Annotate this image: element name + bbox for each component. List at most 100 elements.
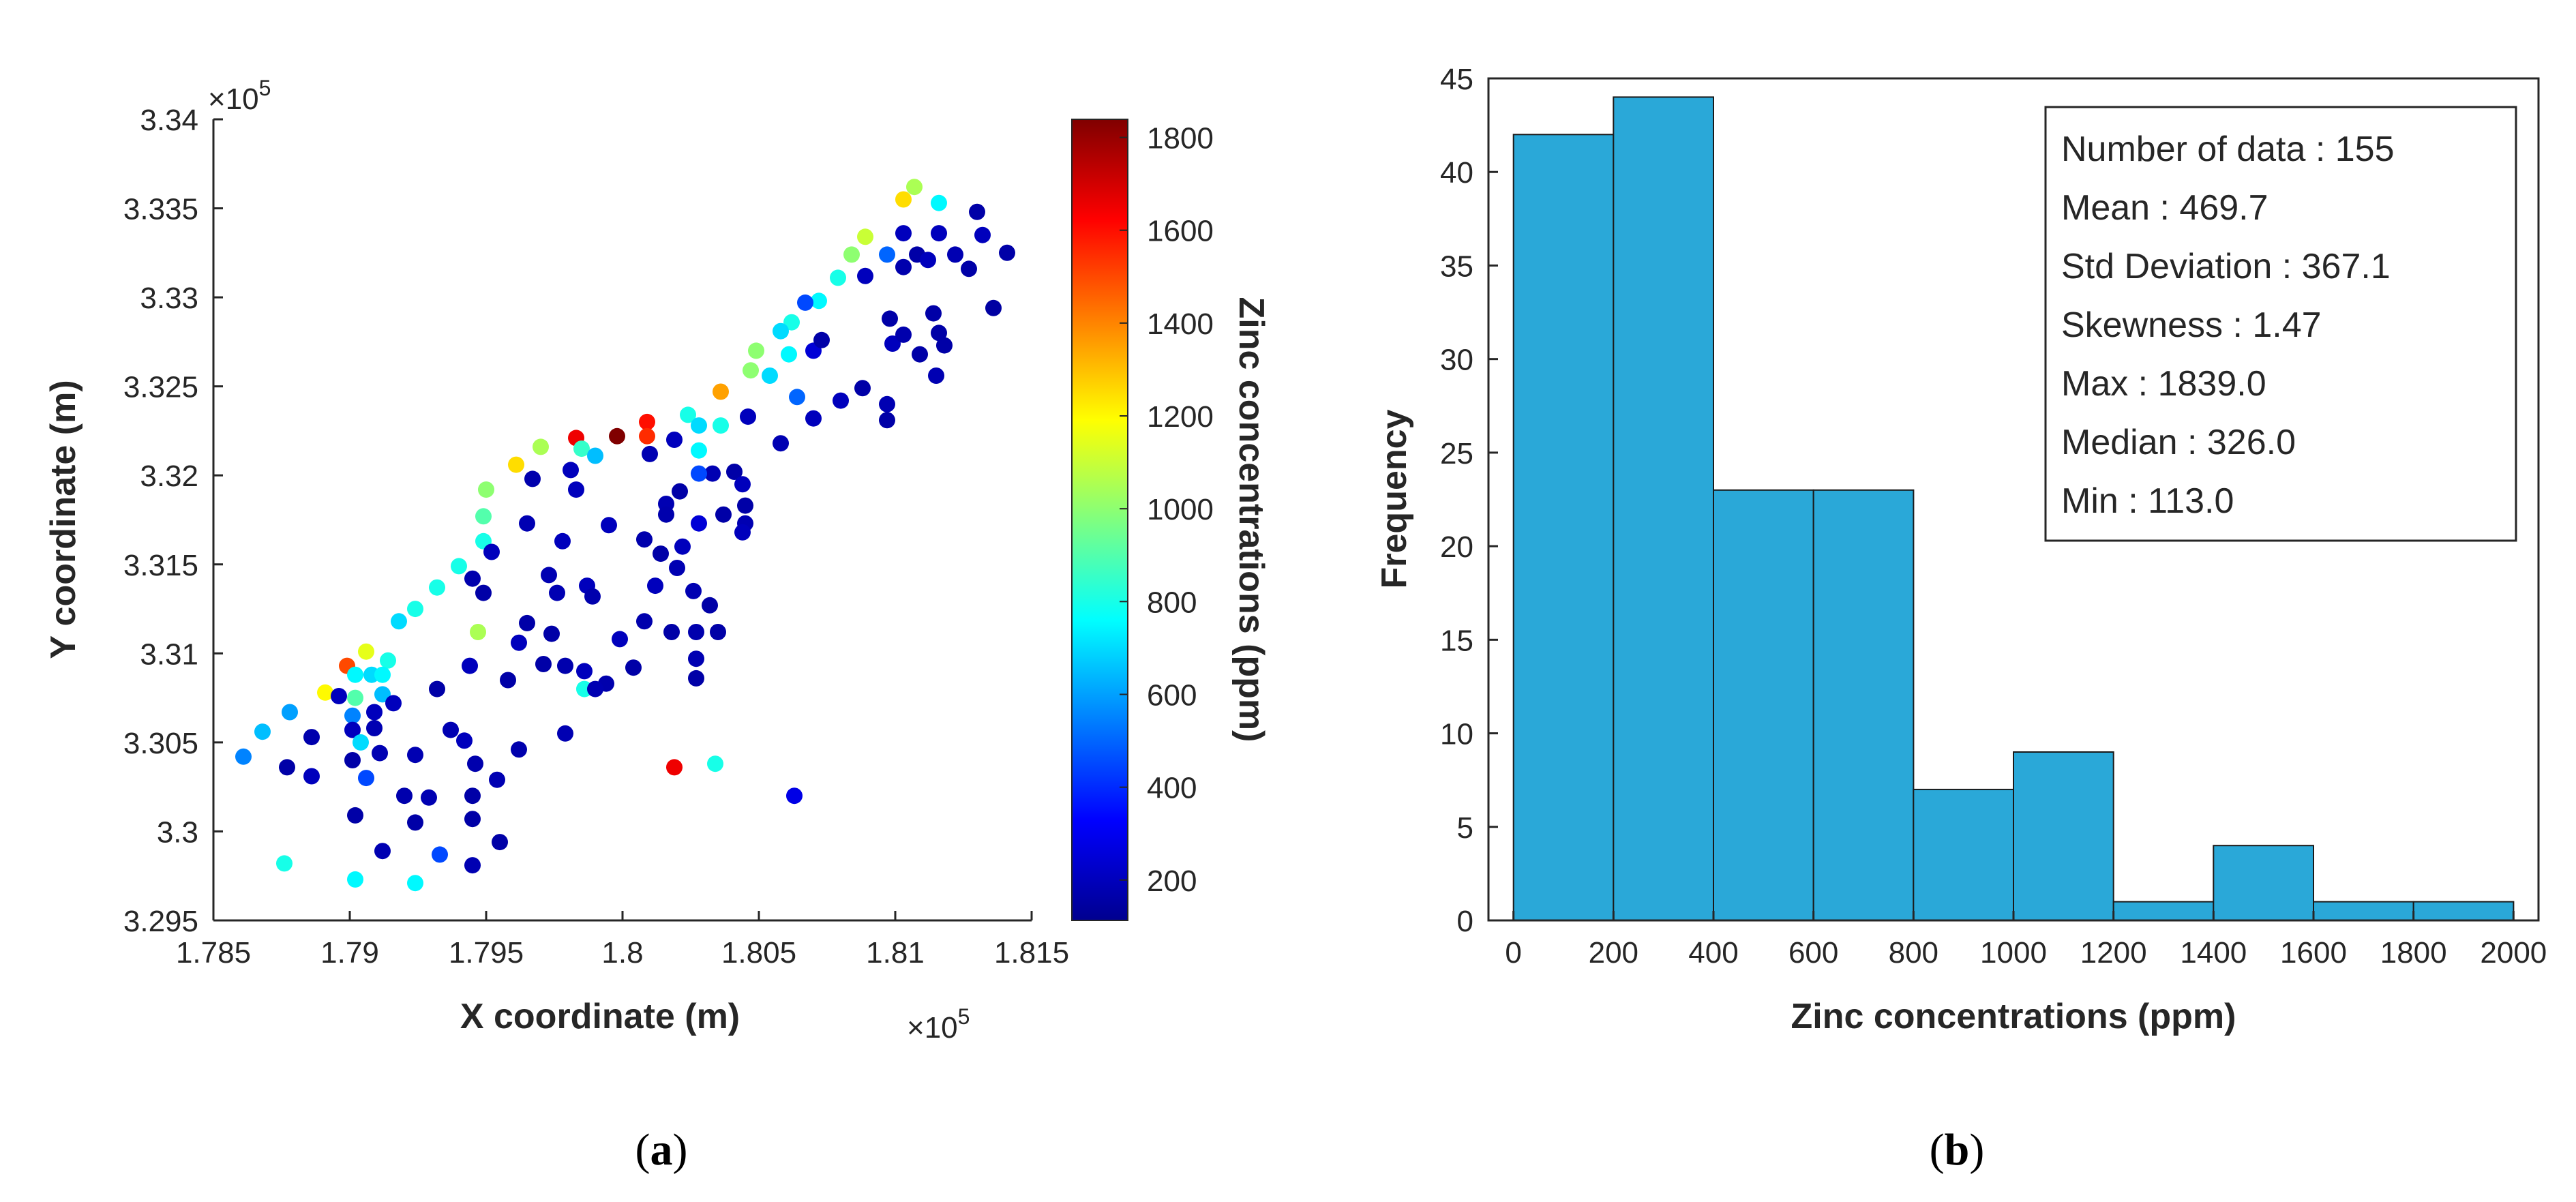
scatter-point <box>843 246 860 263</box>
scatter-point <box>374 666 391 683</box>
caption-a: (a) <box>635 1125 688 1175</box>
histogram-x-tick-label: 1600 <box>2280 936 2347 970</box>
scatter-point <box>688 624 704 640</box>
scatter-point <box>519 515 535 532</box>
stats-skewness: Skewness : 1.47 <box>2061 305 2322 345</box>
scatter-point <box>374 843 391 860</box>
scatter-point <box>347 666 363 683</box>
histogram-y-tick-label: 35 <box>1440 250 1473 283</box>
scatter-x-tick-label: 1.805 <box>721 936 796 970</box>
scatter-point <box>642 445 658 462</box>
histogram-x-tick-label: 1800 <box>2380 936 2447 970</box>
scatter-x-label: X coordinate (m) <box>460 997 740 1036</box>
scatter-points <box>235 179 1015 892</box>
scatter-point <box>961 260 977 277</box>
histogram-bar <box>2313 901 2414 921</box>
scatter-point <box>254 723 271 740</box>
scatter-point <box>464 811 481 828</box>
scatter-point <box>303 729 320 746</box>
scatter-point <box>317 684 333 701</box>
scatter-point <box>797 294 813 311</box>
histogram-y-label: Frequency <box>1375 409 1414 588</box>
histogram-y-tick-label: 0 <box>1457 905 1473 938</box>
histogram-y-tick-label: 5 <box>1457 811 1473 845</box>
scatter-point <box>464 787 481 805</box>
scatter-point <box>347 689 363 706</box>
scatter-point <box>380 652 396 669</box>
scatter-point <box>999 244 1015 261</box>
scatter-point <box>781 346 797 363</box>
scatter-point <box>912 346 928 363</box>
scatter-point <box>366 704 383 721</box>
scatter-point <box>576 663 593 680</box>
histogram-y-tick-label: 20 <box>1440 530 1473 564</box>
colorbar-tick-label: 600 <box>1147 678 1197 712</box>
scatter-x-tick-label: 1.815 <box>994 936 1069 970</box>
scatter-point <box>396 787 413 805</box>
scatter-point <box>680 406 696 423</box>
colorbar-tick-label: 200 <box>1147 865 1197 898</box>
scatter-point <box>713 417 729 434</box>
scatter-point <box>407 747 423 764</box>
histogram-x-tick-label: 0 <box>1505 936 1521 970</box>
histogram-bar <box>2112 901 2215 921</box>
histogram-x-label: Zinc concentrations (ppm) <box>1791 997 2236 1036</box>
scatter-point <box>879 246 895 263</box>
scatter-plot-area <box>213 119 1032 920</box>
scatter-point <box>554 532 571 550</box>
scatter-point <box>563 462 579 479</box>
scatter-point <box>612 631 628 648</box>
scatter-point <box>931 225 947 242</box>
scatter-point <box>500 672 516 689</box>
scatter-point <box>674 538 691 555</box>
histogram-x-ticks: 0 200 400 600 800 1000 1200 1400 1600 1800 2000 <box>1505 911 2547 970</box>
scatter-point <box>568 481 584 498</box>
scatter-point <box>366 720 383 736</box>
scatter-point <box>906 179 923 196</box>
scatter-point <box>653 545 669 562</box>
scatter-point <box>235 748 252 765</box>
scatter-point <box>704 465 721 482</box>
scatter-point <box>857 267 873 284</box>
stats-min: Min : 113.0 <box>2061 481 2234 521</box>
scatter-point <box>347 807 363 824</box>
scatter-panel: 1.785 1.79 1.795 1.8 1.805 1.81 1.815 3.295 3.3… <box>44 76 1271 1175</box>
stats-median: Median : 326.0 <box>2061 423 2296 462</box>
scatter-point <box>557 725 573 742</box>
scatter-point <box>669 560 685 576</box>
colorbar-label: Zinc concentrations (ppm) <box>1231 297 1271 742</box>
scatter-x-tick-label: 1.81 <box>866 936 925 970</box>
scatter-point <box>508 456 524 473</box>
histogram-y-tick-label: 30 <box>1440 344 1473 377</box>
scatter-point <box>762 367 778 384</box>
scatter-y-tick-label: 3.32 <box>140 460 198 493</box>
colorbar-tick-label: 400 <box>1147 772 1197 805</box>
scatter-y-tick-label: 3.315 <box>123 549 198 582</box>
scatter-point <box>734 524 751 541</box>
histogram-bar <box>2412 901 2515 921</box>
scatter-point <box>451 558 467 575</box>
histogram-bar <box>2013 751 2114 921</box>
scatter-point <box>470 624 486 640</box>
stats-box: Number of data : 155 Mean : 469.7 Std De… <box>2044 106 2517 542</box>
scatter-point <box>282 704 298 721</box>
scatter-point <box>691 465 707 482</box>
scatter-y-tick-label: 3.31 <box>140 637 198 671</box>
histogram-x-tick-label: 1200 <box>2080 936 2147 970</box>
scatter-point <box>276 855 293 872</box>
stats-mean: Mean : 469.7 <box>2061 188 2268 228</box>
stats-box-frame <box>2044 106 2517 542</box>
scatter-point <box>344 752 361 768</box>
scatter-point <box>854 380 871 397</box>
histogram-x-tick-label: 600 <box>1788 936 1838 970</box>
scatter-y-tick-label: 3.33 <box>140 282 198 315</box>
scatter-y-tick-label: 3.305 <box>123 727 198 760</box>
scatter-point <box>740 408 756 425</box>
scatter-point <box>456 732 473 749</box>
scatter-point <box>464 857 481 874</box>
scatter-x-exponent: ×105 <box>907 1004 970 1045</box>
colorbar-tick-label: 800 <box>1147 586 1197 619</box>
scatter-point <box>882 310 898 327</box>
colorbar-tick-label: 1800 <box>1147 122 1214 155</box>
scatter-point <box>557 657 573 674</box>
